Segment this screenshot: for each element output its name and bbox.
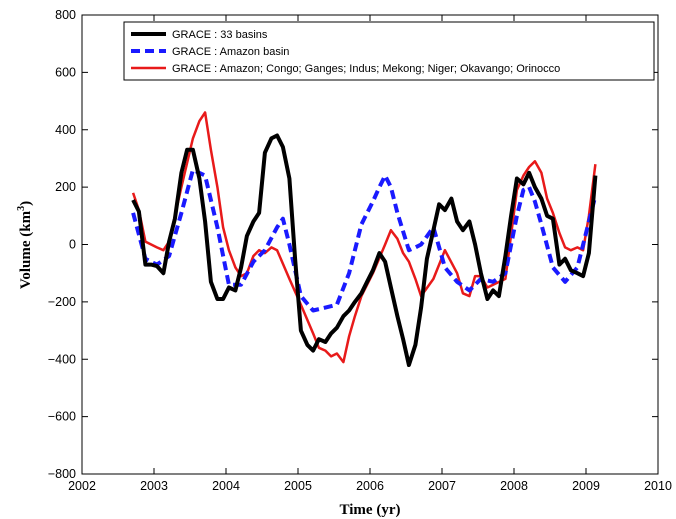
y-axis: −800 −600 −400 −200 0 200 400 600 800 xyxy=(48,8,658,481)
y-axis-label: Volume (km3) xyxy=(16,201,34,289)
y-tick-label: −600 xyxy=(48,410,76,424)
x-tick-label: 2009 xyxy=(572,479,600,493)
y-tick-label: 200 xyxy=(55,180,76,194)
x-tick-label: 2006 xyxy=(356,479,384,493)
x-tick-label: 2008 xyxy=(500,479,528,493)
x-tick-label: 2003 xyxy=(140,479,168,493)
x-tick-label: 2004 xyxy=(212,479,240,493)
y-tick-label: −200 xyxy=(48,295,76,309)
legend: GRACE : 33 basins GRACE : Amazon basin G… xyxy=(123,21,655,81)
legend-label-33-basins: GRACE : 33 basins xyxy=(172,29,268,41)
y-tick-label: 800 xyxy=(55,8,76,22)
x-axis: 2002 2003 2004 2005 2006 2007 2008 2009 2010 xyxy=(68,15,672,493)
series-layer xyxy=(131,111,598,367)
x-axis-label: Time (yr) xyxy=(340,502,401,518)
plot-area xyxy=(81,14,659,475)
x-tick-label: 2010 xyxy=(644,479,672,493)
series-line-1 xyxy=(131,167,598,313)
series-line-0 xyxy=(131,133,598,367)
legend-label-amazon: GRACE : Amazon basin xyxy=(172,46,289,58)
legend-label-eight-basins: GRACE : Amazon; Congo; Ganges; Indus; Me… xyxy=(172,63,560,75)
y-tick-label: 400 xyxy=(55,123,76,137)
x-tick-label: 2005 xyxy=(284,479,312,493)
x-tick-label: 2002 xyxy=(68,479,96,493)
y-axis-label-superscript: 3 xyxy=(16,206,27,211)
y-tick-label: 600 xyxy=(55,65,76,79)
legend-box xyxy=(123,21,655,81)
x-tick-label: 2007 xyxy=(428,479,456,493)
y-tick-label: −800 xyxy=(48,467,76,481)
y-tick-label: 0 xyxy=(69,238,76,252)
y-tick-label: −400 xyxy=(48,352,76,366)
